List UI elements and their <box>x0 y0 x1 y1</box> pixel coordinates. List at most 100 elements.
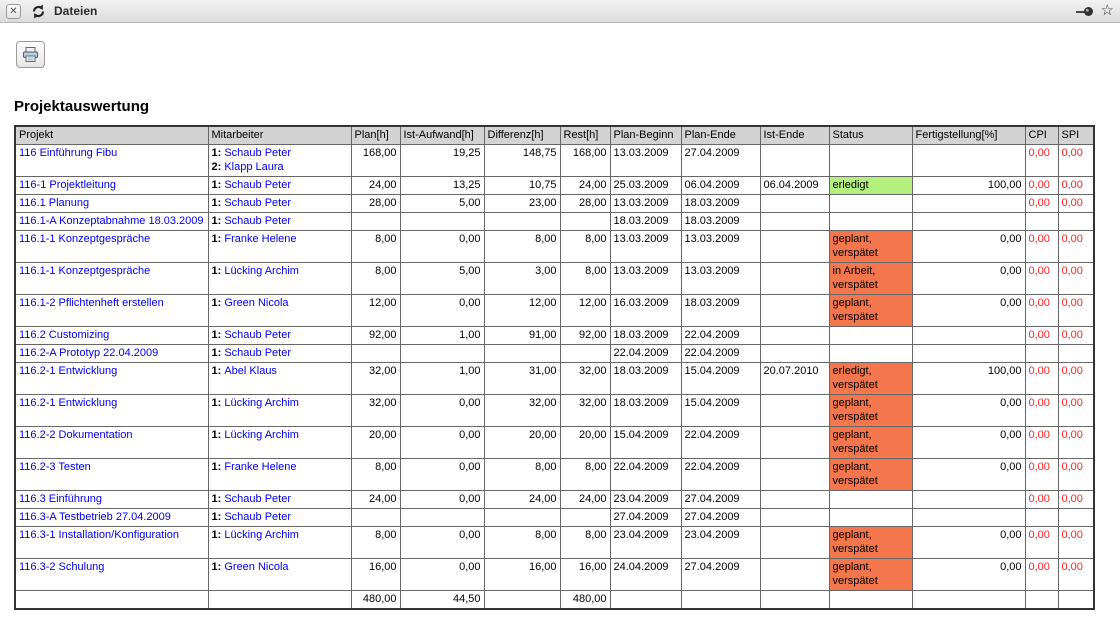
cell-fertig: 100,00 <box>911 176 1026 195</box>
total-projekt <box>14 590 209 610</box>
cell-rest: 8,00 <box>559 458 611 491</box>
cell-ist <box>399 212 485 231</box>
column-header: Plan-Beginn <box>609 125 682 145</box>
mitarbeiter-link[interactable]: Franke Helene <box>224 233 297 245</box>
project-link[interactable]: 116.1-A Konzeptabnahme 18.03.2009 <box>19 215 204 227</box>
project-link[interactable]: 116.1 Planung <box>19 197 90 209</box>
project-link[interactable]: 116.3-1 Installation/Konfiguration <box>19 529 180 541</box>
cell-plan_ende: 27.04.2009 <box>680 144 761 177</box>
project-link[interactable]: 116-1 Projektleitung <box>19 179 117 191</box>
close-tab-icon[interactable]: ✕ <box>6 3 21 19</box>
pin-icon[interactable] <box>1075 6 1094 17</box>
cell-mitarbeiter: 1: Lücking Archim <box>207 262 352 295</box>
project-report-table: Projekt Mitarbeiter Plan[h] Ist-Aufwand[h] D… <box>14 125 1095 610</box>
column-header: Plan-Ende <box>680 125 761 145</box>
cell-status: geplant, verspätet <box>828 230 913 263</box>
mitarbeiter-link[interactable]: Lücking Archim <box>224 397 299 409</box>
mitarbeiter-link[interactable]: Green Nicola <box>224 297 289 309</box>
cell-cpi: 0,00 <box>1024 230 1059 263</box>
project-link[interactable]: 116.1-1 Konzeptgespräche <box>19 233 151 245</box>
mitarbeiter-number: 1: <box>211 297 225 309</box>
mitarbeiter-entry: 1: Schaub Peter <box>212 328 348 342</box>
mitarbeiter-link[interactable]: Franke Helene <box>224 461 297 473</box>
mitarbeiter-number: 1: <box>211 397 225 409</box>
cell-mitarbeiter: 1: Green Nicola <box>207 558 352 591</box>
mitarbeiter-link[interactable]: Lücking Archim <box>224 529 299 541</box>
cell-ist_ende <box>759 458 830 491</box>
project-link[interactable]: 116.1-1 Konzeptgespräche <box>19 265 151 277</box>
cell-cpi: 0,00 <box>1024 458 1059 491</box>
mitarbeiter-number: 1: <box>211 511 225 523</box>
cell-ist_ende <box>759 262 830 295</box>
mitarbeiter-entry: 1: Schaub Peter <box>212 178 348 192</box>
mitarbeiter-link[interactable]: Abel Klaus <box>224 365 277 377</box>
cell-plan <box>350 212 401 231</box>
cell-diff: 8,00 <box>483 526 561 559</box>
cell-spi: 0,00 <box>1057 362 1095 395</box>
cell-plan_beginn: 22.04.2009 <box>609 458 682 491</box>
project-link[interactable]: 116.2-2 Dokumentation <box>19 429 133 441</box>
project-link[interactable]: 116.2-1 Entwicklung <box>19 365 118 377</box>
cell-spi: 0,00 <box>1057 176 1095 195</box>
cell-plan: 32,00 <box>350 362 401 395</box>
mitarbeiter-link[interactable]: Schaub Peter <box>224 347 291 359</box>
cell-cpi: 0,00 <box>1024 262 1059 295</box>
project-link[interactable]: 116.1-2 Pflichtenheft erstellen <box>19 297 164 309</box>
cell-rest <box>559 344 611 363</box>
mitarbeiter-link[interactable]: Schaub Peter <box>224 511 291 523</box>
cell-ist_ende <box>759 526 830 559</box>
mitarbeiter-number: 1: <box>211 347 225 359</box>
cell-cpi: 0,00 <box>1024 362 1059 395</box>
cell-fertig <box>911 194 1026 213</box>
cell-plan_beginn: 18.03.2009 <box>609 326 682 345</box>
cell-cpi: 0,00 <box>1024 144 1059 177</box>
mitarbeiter-link[interactable]: Schaub Peter <box>224 215 291 227</box>
column-header: Plan[h] <box>350 125 401 145</box>
mitarbeiter-number: 1: <box>211 197 225 209</box>
star-favorite-icon[interactable]: ☆ <box>1100 2 1114 19</box>
total-fertig <box>911 590 1026 610</box>
mitarbeiter-link[interactable]: Schaub Peter <box>224 493 291 505</box>
cell-spi: 0,00 <box>1057 194 1095 213</box>
cell-ist: 5,00 <box>399 262 485 295</box>
cell-rest: 32,00 <box>559 394 611 427</box>
project-link[interactable]: 116.2 Customizing <box>19 329 110 341</box>
mitarbeiter-link[interactable]: Schaub Peter <box>224 329 291 341</box>
table-row: 116.2-3 Testen 1: Franke Helene 8,00 0,00 8,… <box>14 458 1095 491</box>
mitarbeiter-number: 1: <box>211 561 225 573</box>
mitarbeiter-link[interactable]: Klapp Laura <box>224 161 284 173</box>
mitarbeiter-entry: 1: Lücking Archim <box>212 528 348 542</box>
cell-mitarbeiter: 1: Lücking Archim <box>207 426 352 459</box>
cell-spi: 0,00 <box>1057 230 1095 263</box>
project-link[interactable]: 116.3-A Testbetrieb 27.04.2009 <box>19 511 171 523</box>
mitarbeiter-number: 1: <box>211 329 225 341</box>
table-header-row: Projekt Mitarbeiter Plan[h] Ist-Aufwand[h] D… <box>14 125 1095 145</box>
cell-plan: 16,00 <box>350 558 401 591</box>
mitarbeiter-link[interactable]: Green Nicola <box>224 561 289 573</box>
mitarbeiter-link[interactable]: Lücking Archim <box>224 265 299 277</box>
project-link[interactable]: 116.2-3 Testen <box>19 461 91 473</box>
cell-plan_beginn: 23.04.2009 <box>609 490 682 509</box>
cell-plan_beginn: 18.03.2009 <box>609 362 682 395</box>
project-link[interactable]: 116.3 Einführung <box>19 493 102 505</box>
cell-plan_ende: 27.04.2009 <box>680 508 761 527</box>
project-link[interactable]: 116.2-A Prototyp 22.04.2009 <box>19 347 159 359</box>
mitarbeiter-number: 1: <box>211 365 225 377</box>
totals-row: 480,00 44,50 480,00 <box>14 590 1095 610</box>
print-button[interactable] <box>16 41 45 68</box>
cell-diff: 32,00 <box>483 394 561 427</box>
project-link[interactable]: 116 Einführung Fibu <box>19 147 118 159</box>
mitarbeiter-number: 1: <box>211 265 225 277</box>
project-link[interactable]: 116.2-1 Entwicklung <box>19 397 118 409</box>
refresh-icon[interactable] <box>31 4 46 19</box>
mitarbeiter-link[interactable]: Schaub Peter <box>224 147 291 159</box>
mitarbeiter-link[interactable]: Schaub Peter <box>224 179 291 191</box>
cell-ist_ende <box>759 558 830 591</box>
project-link[interactable]: 116.3-2 Schulung <box>19 561 105 573</box>
cell-projekt: 116.3-1 Installation/Konfiguration <box>14 526 209 559</box>
cell-diff: 8,00 <box>483 230 561 263</box>
cell-plan_beginn: 27.04.2009 <box>609 508 682 527</box>
tab-label[interactable]: Dateien <box>54 4 98 18</box>
mitarbeiter-link[interactable]: Schaub Peter <box>224 197 291 209</box>
mitarbeiter-link[interactable]: Lücking Archim <box>224 429 299 441</box>
